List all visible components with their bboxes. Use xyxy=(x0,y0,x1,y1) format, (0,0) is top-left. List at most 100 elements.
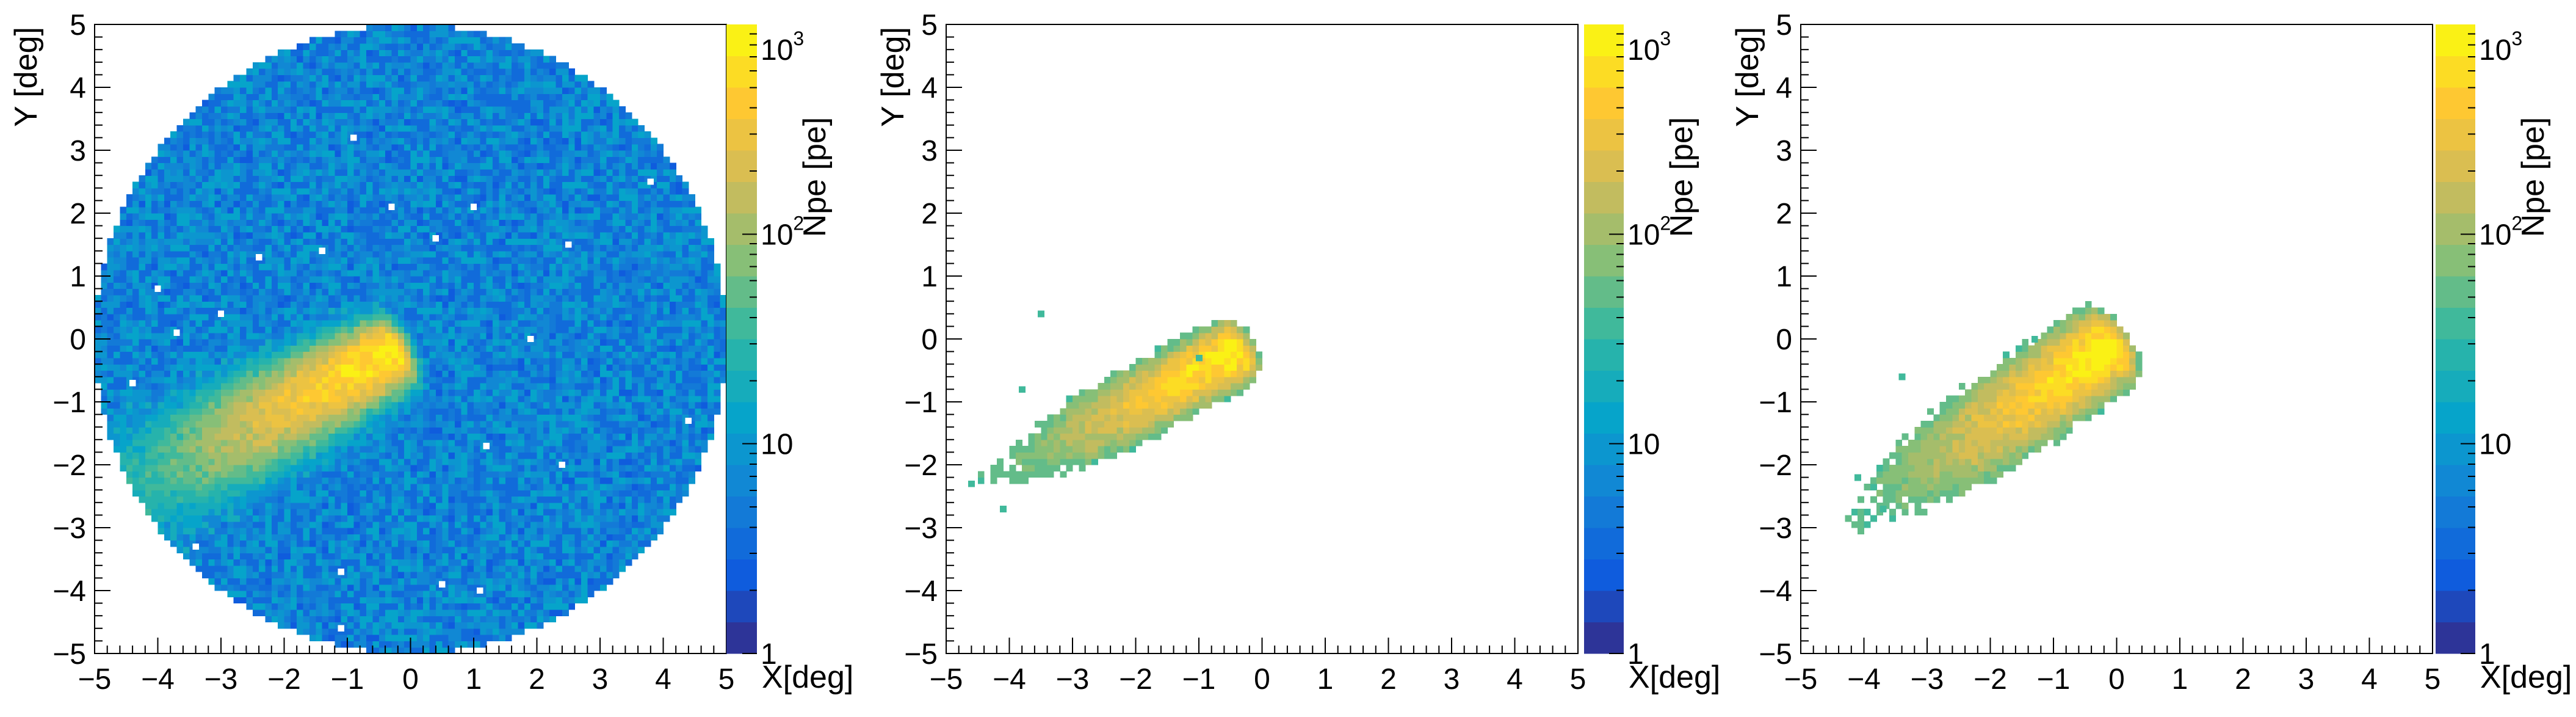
heatmap-cell xyxy=(435,357,443,365)
heatmap-cell xyxy=(410,225,418,233)
heatmap-cell xyxy=(157,439,165,446)
heatmap-cell xyxy=(176,187,184,195)
heatmap-cell xyxy=(303,528,310,534)
heatmap-cell xyxy=(221,301,228,308)
heatmap-cell xyxy=(170,238,178,246)
heatmap-cell xyxy=(208,483,215,490)
heatmap-cell xyxy=(448,490,455,497)
heatmap-cell xyxy=(322,635,329,641)
heatmap-cell xyxy=(316,515,323,522)
heatmap-cell xyxy=(145,389,152,396)
heatmap-cell xyxy=(328,578,335,585)
heatmap-cell xyxy=(233,339,241,346)
heatmap-cell xyxy=(410,622,418,629)
heatmap-cell xyxy=(391,31,399,38)
heatmap-cell xyxy=(265,150,272,157)
heatmap-cell xyxy=(429,131,436,138)
heatmap-cell xyxy=(120,383,127,390)
heatmap-cell xyxy=(429,81,436,88)
heatmap-cell xyxy=(240,446,247,453)
heatmap-cell xyxy=(366,313,373,321)
heatmap-cell xyxy=(366,219,373,227)
heatmap-cell xyxy=(429,414,436,421)
heatmap-cell xyxy=(467,395,474,402)
heatmap-cell xyxy=(157,144,165,151)
heatmap-cell xyxy=(309,87,316,94)
heatmap-cell xyxy=(378,43,386,50)
heatmap-cell xyxy=(423,118,430,126)
heatmap-cell xyxy=(195,364,203,371)
heatmap-cell xyxy=(145,181,152,189)
heatmap-cell xyxy=(201,351,209,358)
heatmap-cell xyxy=(139,225,146,233)
heatmap-cell xyxy=(467,370,474,377)
heatmap-cell xyxy=(322,496,329,503)
heatmap-cell xyxy=(328,225,335,233)
heatmap-cell xyxy=(442,553,449,560)
heatmap-cell xyxy=(467,106,474,113)
heatmap-cell xyxy=(448,351,455,358)
heatmap-cell xyxy=(442,332,449,340)
heatmap-cell xyxy=(157,458,165,465)
heatmap-cell xyxy=(360,250,367,258)
heatmap-cell xyxy=(429,616,436,623)
heatmap-cell xyxy=(366,75,373,82)
heatmap-cell xyxy=(240,206,247,214)
heatmap-cell xyxy=(265,313,272,321)
heatmap-cell xyxy=(246,376,253,384)
heatmap-cell xyxy=(101,351,108,358)
heatmap-cell xyxy=(214,553,222,560)
heatmap-cell xyxy=(297,49,304,57)
heatmap-cell xyxy=(176,452,184,459)
heatmap-cell xyxy=(290,616,297,623)
heatmap-cell xyxy=(309,43,316,50)
heatmap-cell xyxy=(157,332,165,340)
heatmap-cell xyxy=(335,609,342,616)
heatmap-cell xyxy=(151,269,159,277)
heatmap-cell xyxy=(139,288,146,296)
heatmap-cell xyxy=(297,496,304,503)
heatmap-cell xyxy=(435,496,443,503)
heatmap-cell xyxy=(474,339,480,346)
heatmap-cell xyxy=(353,106,361,113)
heatmap-cell xyxy=(467,616,474,623)
heatmap-cell xyxy=(303,187,310,195)
heatmap-cell xyxy=(474,565,480,572)
heatmap-cell xyxy=(410,37,418,44)
heatmap-cell xyxy=(309,521,316,528)
heatmap-cell xyxy=(416,93,424,101)
heatmap-cell xyxy=(126,200,133,208)
heatmap-cell xyxy=(372,225,380,233)
heatmap-cell xyxy=(404,68,411,75)
heatmap-cell xyxy=(341,521,348,528)
heatmap-cell xyxy=(170,131,178,138)
heatmap-cell xyxy=(290,282,297,289)
heatmap-cell xyxy=(316,414,323,421)
heatmap-cell xyxy=(341,420,348,428)
heatmap-cell xyxy=(385,24,393,31)
heatmap-cell xyxy=(378,439,386,446)
heatmap-cell xyxy=(290,307,297,315)
heatmap-cell xyxy=(416,433,424,440)
heatmap-cell xyxy=(347,446,354,453)
heatmap-cell xyxy=(240,540,247,547)
heatmap-cell xyxy=(391,175,399,183)
heatmap-cell xyxy=(221,93,228,101)
heatmap-cell xyxy=(189,559,197,566)
heatmap-cell xyxy=(416,502,424,509)
heatmap-cell xyxy=(271,389,278,396)
heatmap-cell xyxy=(309,131,316,138)
heatmap-cell xyxy=(347,112,354,120)
heatmap-cell xyxy=(461,332,468,340)
heatmap-cell xyxy=(328,175,335,183)
heatmap-cell xyxy=(233,81,241,88)
heatmap-cell xyxy=(404,591,411,597)
heatmap-cell xyxy=(347,597,354,604)
heatmap-cell xyxy=(347,483,354,490)
heatmap-cell xyxy=(214,395,222,402)
heatmap-cell xyxy=(170,490,178,497)
heatmap-cell xyxy=(378,383,386,390)
heatmap-cell xyxy=(335,483,342,490)
heatmap-cell xyxy=(423,100,430,107)
heatmap-cell xyxy=(404,137,411,145)
